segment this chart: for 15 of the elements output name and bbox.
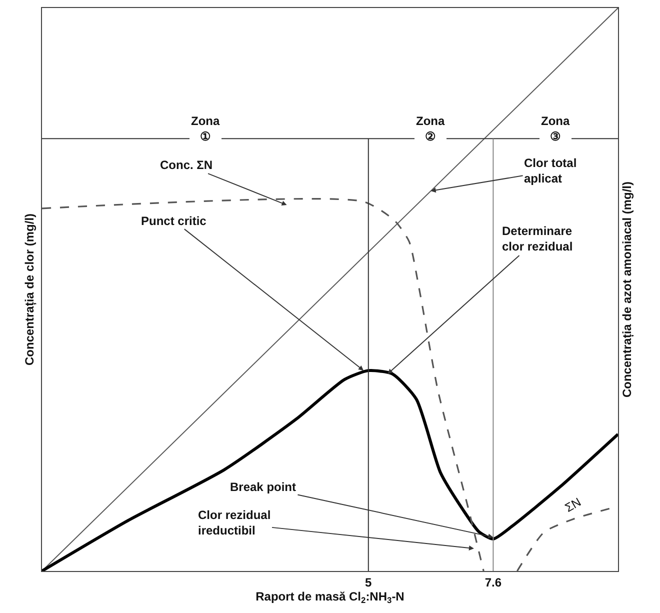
annotation: Punct critic: [141, 214, 207, 228]
annotation: Zona ③: [541, 114, 570, 144]
x-tick-label: 7.6: [484, 575, 502, 590]
annotation: Zona ①: [191, 114, 220, 144]
annotation: Conc. ΣN: [160, 158, 213, 172]
annotation: Clor rezidual ireductibil: [198, 508, 271, 538]
y2-axis-title: Concentrația de azot amoniacal (mg/l): [620, 181, 634, 398]
annotation: Zona ②: [416, 114, 445, 144]
y-axis-title: Concentrația de clor (mg/l): [22, 213, 36, 366]
x-tick-label: 5: [365, 575, 372, 590]
annotation: Break point: [230, 480, 296, 494]
annotation: Determinare clor rezidual: [502, 224, 573, 254]
annotation: Clor total aplicat: [524, 156, 577, 186]
annotation: ΣN: [562, 494, 584, 516]
x-axis-title: Raport de masă Cl$_{2}$:NH$_{3}$-N: [256, 589, 404, 605]
